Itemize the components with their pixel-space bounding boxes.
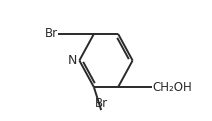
Text: Br: Br — [45, 27, 58, 40]
Text: N: N — [68, 54, 78, 67]
Text: Br: Br — [95, 97, 108, 110]
Text: CH₂OH: CH₂OH — [152, 81, 192, 94]
